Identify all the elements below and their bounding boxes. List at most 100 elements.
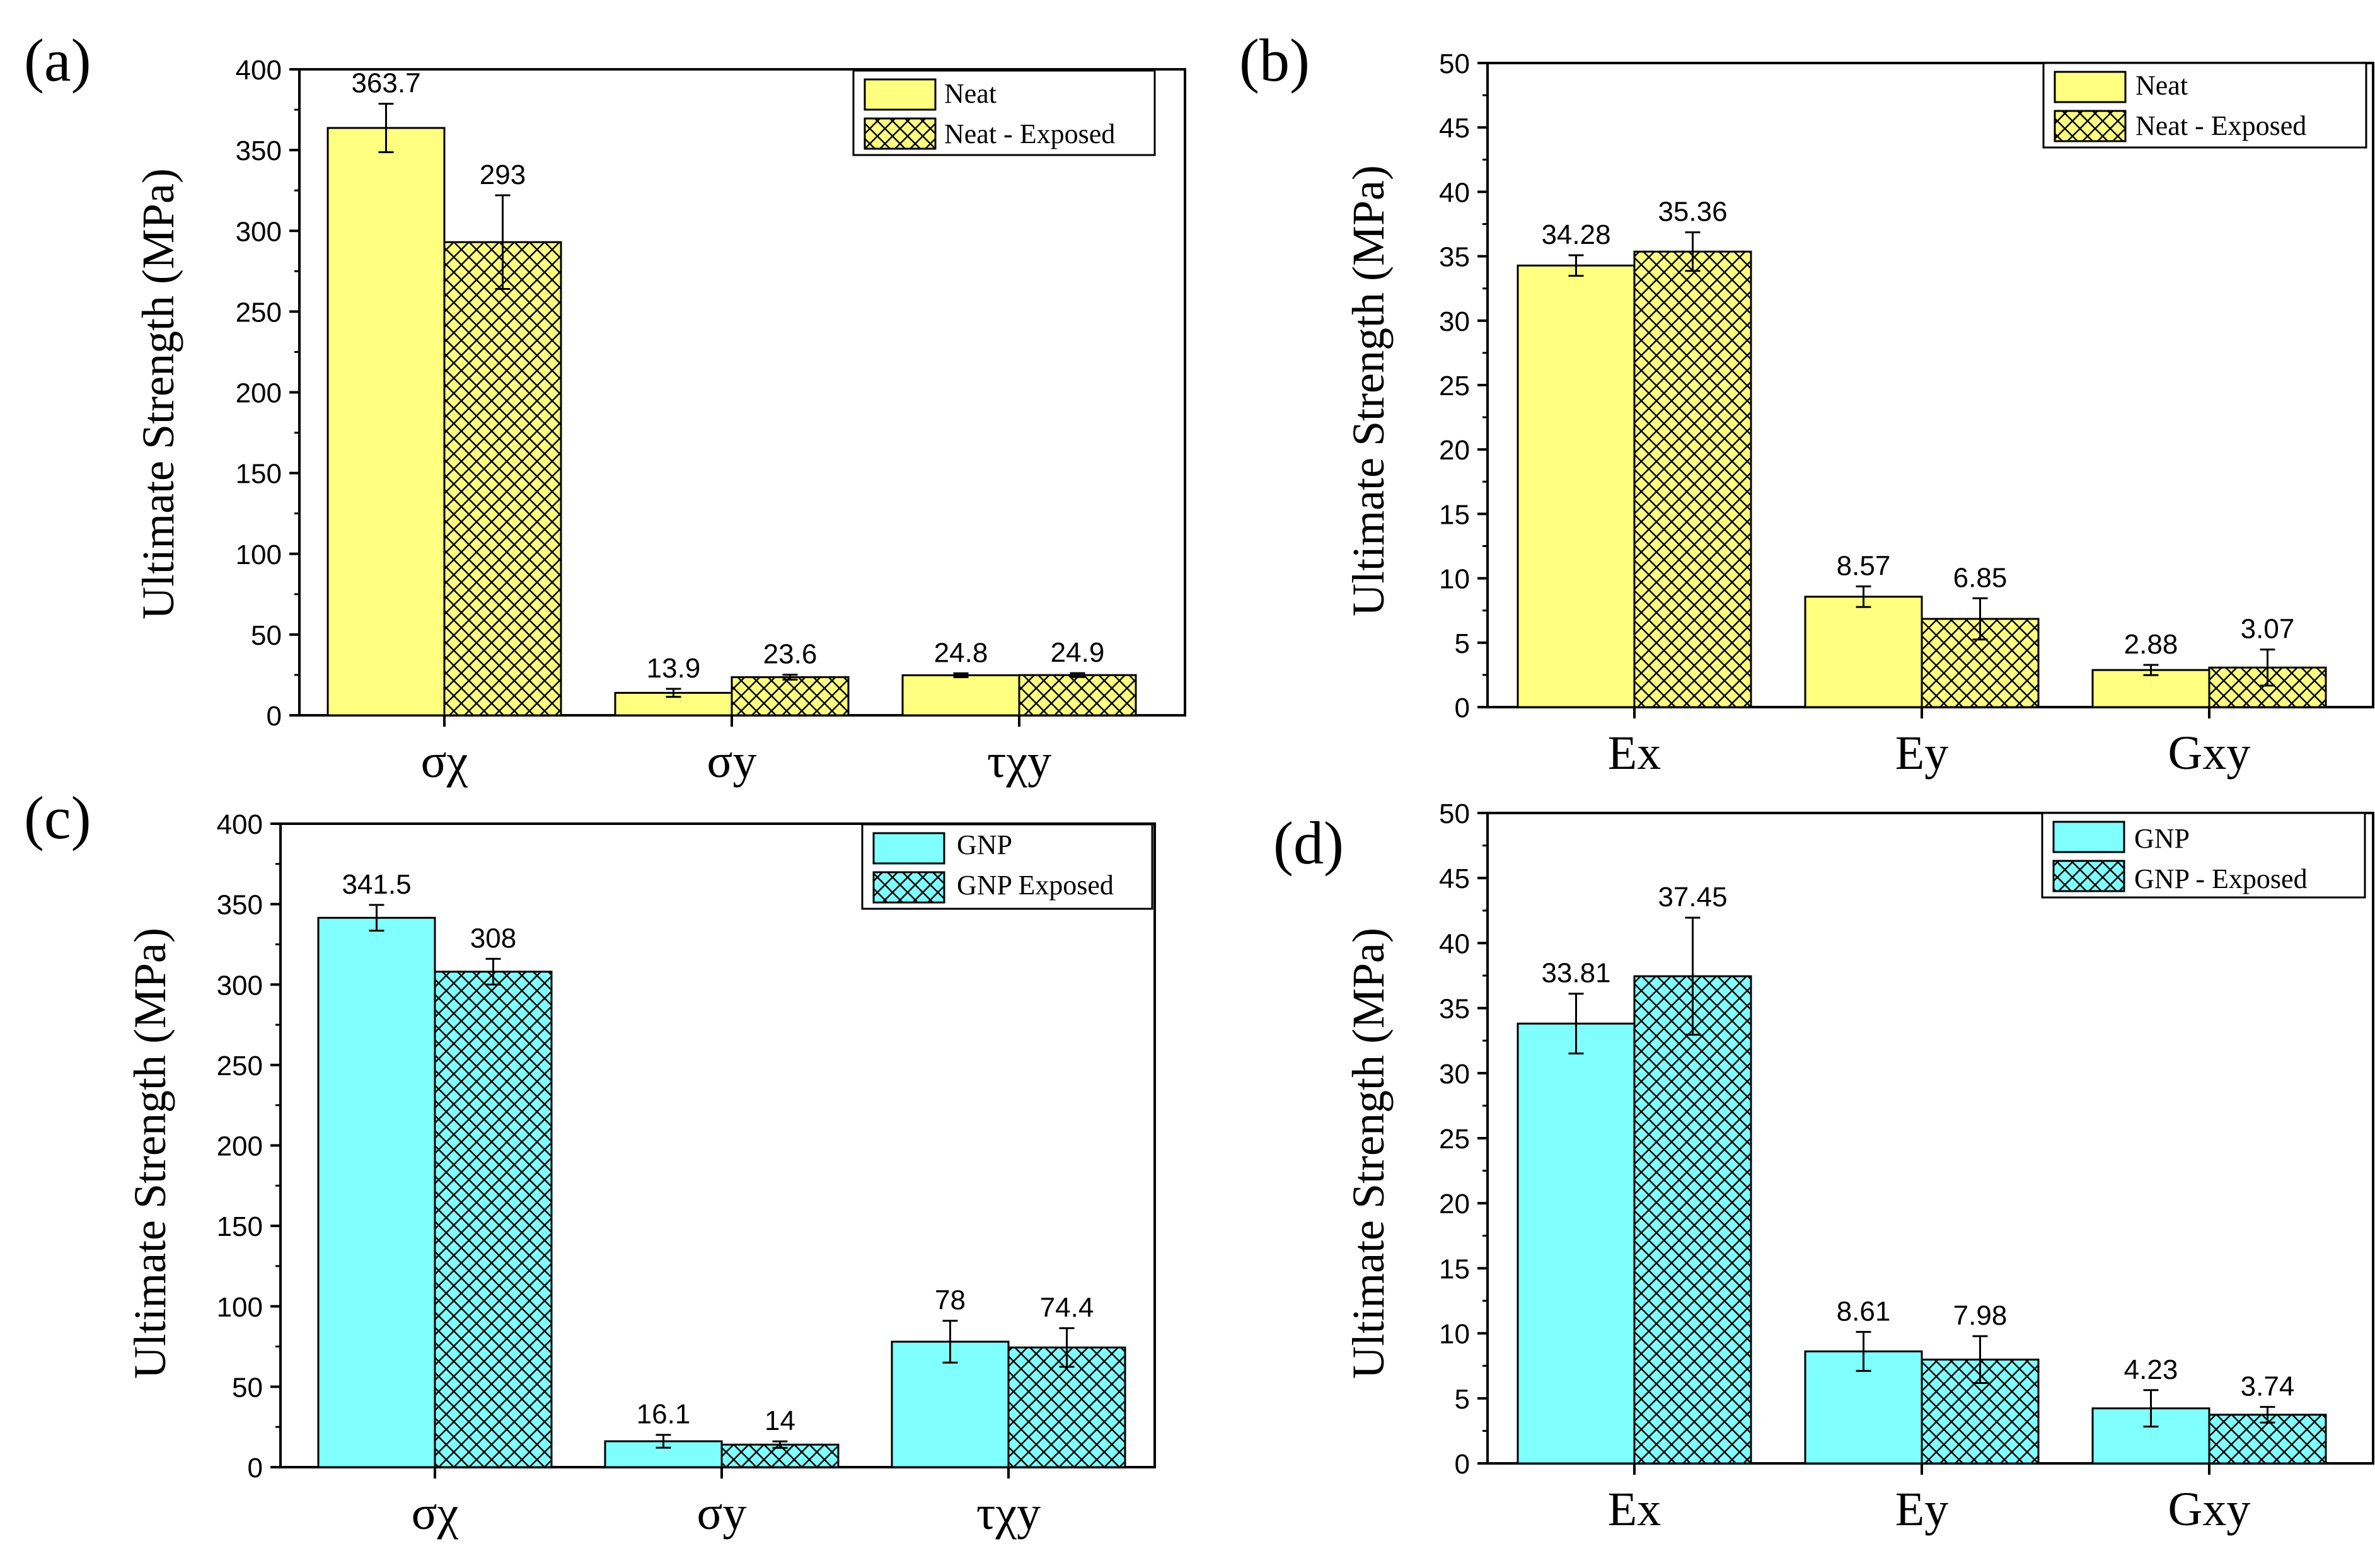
plot-b: 0 5 10 15 20 25 30 35 40 45 50 34.28 35.36 Ex 8.57 6.85… bbox=[1439, 49, 2374, 780]
bar-exposed bbox=[1633, 250, 1752, 708]
x-category-label: τχy bbox=[987, 735, 1051, 788]
data-label: 8.61 bbox=[1837, 1296, 1891, 1327]
y-tick-label: 25 bbox=[1439, 371, 1470, 401]
y-tick-label: 150 bbox=[217, 1211, 263, 1242]
x-category-label: σχ bbox=[412, 1487, 459, 1540]
plot-a: 0 50 100 150 200 250 300 350 400 363.7 293 σχ 13.9 23… bbox=[236, 55, 1186, 788]
data-label: 24.9 bbox=[1051, 637, 1105, 668]
data-label: 293 bbox=[480, 159, 526, 190]
y-tick-label: 35 bbox=[1439, 242, 1470, 273]
bar-base bbox=[1804, 596, 1923, 708]
y-tick-label: 45 bbox=[1439, 113, 1470, 144]
legend-label-c-1: GNP bbox=[957, 829, 1012, 860]
y-tick-label: 250 bbox=[217, 1051, 263, 1081]
x-category-label: σy bbox=[697, 1487, 747, 1540]
y-tick-label: 0 bbox=[1455, 1449, 1470, 1480]
x-category-label: σy bbox=[707, 735, 757, 788]
bar-base bbox=[901, 674, 1020, 717]
y-axis-title-d: Ultimate Strength (MPa) bbox=[1343, 928, 1394, 1379]
y-tick-label: 30 bbox=[1439, 1059, 1470, 1090]
legend-swatch bbox=[872, 871, 945, 904]
y-tick-label: 25 bbox=[1439, 1124, 1470, 1155]
legend-swatch bbox=[872, 832, 945, 865]
panel-label-a: (a) bbox=[24, 26, 91, 94]
data-label: 78 bbox=[935, 1285, 966, 1316]
legend-label-d-1: GNP bbox=[2134, 823, 2190, 854]
data-label: 33.81 bbox=[1541, 958, 1610, 989]
y-tick-label: 50 bbox=[1439, 798, 1470, 829]
y-tick-label: 35 bbox=[1439, 994, 1470, 1025]
data-label: 35.36 bbox=[1658, 197, 1727, 228]
data-label: 3.74 bbox=[2241, 1371, 2295, 1402]
legend-swatch bbox=[2054, 110, 2127, 142]
y-tick-label: 50 bbox=[251, 620, 282, 651]
bar-base bbox=[1517, 264, 1636, 708]
panel-label-b: (b) bbox=[1239, 26, 1310, 94]
legend-label-b-1: Neat bbox=[2135, 70, 2188, 101]
data-label: 7.98 bbox=[1953, 1300, 2008, 1331]
bar-exposed bbox=[1633, 975, 1752, 1465]
legend-label-b-2: Neat - Exposed bbox=[2135, 110, 2306, 141]
legend-swatch bbox=[2054, 71, 2127, 103]
data-label: 37.45 bbox=[1658, 882, 1727, 913]
bar-base bbox=[326, 127, 446, 717]
legend-label-a-2: Neat - Exposed bbox=[944, 118, 1115, 149]
legend-swatch bbox=[864, 78, 937, 111]
y-axis-title-c: Ultimate Strength (MPa) bbox=[125, 928, 175, 1379]
y-tick-label: 400 bbox=[236, 55, 282, 86]
data-label: 341.5 bbox=[342, 869, 411, 900]
y-tick-label: 20 bbox=[1439, 1189, 1470, 1219]
y-tick-label: 40 bbox=[1439, 177, 1470, 208]
y-tick-label: 350 bbox=[236, 135, 282, 166]
bar-base bbox=[317, 916, 436, 1468]
data-label: 24.8 bbox=[934, 637, 988, 668]
y-tick-label: 300 bbox=[217, 970, 263, 1001]
y-tick-label: 10 bbox=[1439, 1319, 1470, 1350]
y-tick-label: 250 bbox=[236, 297, 282, 328]
data-label: 2.88 bbox=[2124, 629, 2178, 660]
data-label: 4.23 bbox=[2124, 1354, 2178, 1385]
panel-label-d: (d) bbox=[1273, 809, 1344, 877]
data-label: 14 bbox=[765, 1405, 795, 1436]
y-tick-label: 40 bbox=[1439, 928, 1470, 959]
data-label: 74.4 bbox=[1040, 1292, 1094, 1323]
y-tick-label: 15 bbox=[1439, 1254, 1470, 1284]
legend-label-d-2: GNP - Exposed bbox=[2134, 863, 2308, 894]
data-label: 8.57 bbox=[1837, 550, 1891, 581]
y-tick-label: 10 bbox=[1439, 564, 1470, 595]
legend-swatch bbox=[2052, 821, 2125, 853]
x-category-label: Gxy bbox=[2168, 1483, 2251, 1536]
plot-d: 0 5 10 15 20 25 30 35 40 45 50 33.81 37.45 Ex 8.61 7.98… bbox=[1439, 798, 2374, 1536]
panel-label-c: (c) bbox=[24, 784, 91, 851]
y-tick-label: 300 bbox=[236, 216, 282, 247]
y-axis-title-b: Ultimate Strength (MPa) bbox=[1343, 165, 1394, 616]
data-label: 308 bbox=[470, 923, 516, 954]
x-category-label: Ey bbox=[1895, 1483, 1948, 1536]
y-tick-label: 20 bbox=[1439, 435, 1470, 466]
x-category-label: Gxy bbox=[2168, 727, 2251, 780]
bar-exposed bbox=[1018, 674, 1137, 717]
y-tick-label: 0 bbox=[267, 701, 282, 732]
plot-c: 0 50 100 150 200 250 300 350 400 341.5 308 σχ 16.1 14… bbox=[217, 809, 1156, 1540]
y-tick-label: 30 bbox=[1439, 306, 1470, 337]
y-tick-label: 0 bbox=[248, 1453, 263, 1484]
x-category-label: σχ bbox=[421, 735, 468, 788]
y-tick-label: 50 bbox=[1439, 49, 1470, 79]
y-tick-label: 100 bbox=[236, 539, 282, 570]
y-tick-label: 50 bbox=[232, 1372, 263, 1403]
bar-exposed bbox=[731, 676, 850, 717]
x-category-label: Ey bbox=[1895, 727, 1948, 780]
data-label: 23.6 bbox=[763, 639, 818, 670]
bar-base bbox=[1517, 1022, 1636, 1465]
x-category-label: Ex bbox=[1608, 1483, 1661, 1536]
bar-exposed bbox=[443, 241, 562, 717]
data-label: 3.07 bbox=[2241, 614, 2295, 645]
y-tick-label: 200 bbox=[217, 1131, 263, 1162]
data-label: 34.28 bbox=[1541, 219, 1610, 250]
legend-label-a-1: Neat bbox=[944, 78, 997, 109]
x-category-label: Ex bbox=[1608, 727, 1661, 780]
y-tick-label: 5 bbox=[1455, 628, 1470, 659]
y-axis-title-a: Ultimate Strength (MPa) bbox=[133, 168, 183, 620]
y-tick-label: 45 bbox=[1439, 863, 1470, 894]
